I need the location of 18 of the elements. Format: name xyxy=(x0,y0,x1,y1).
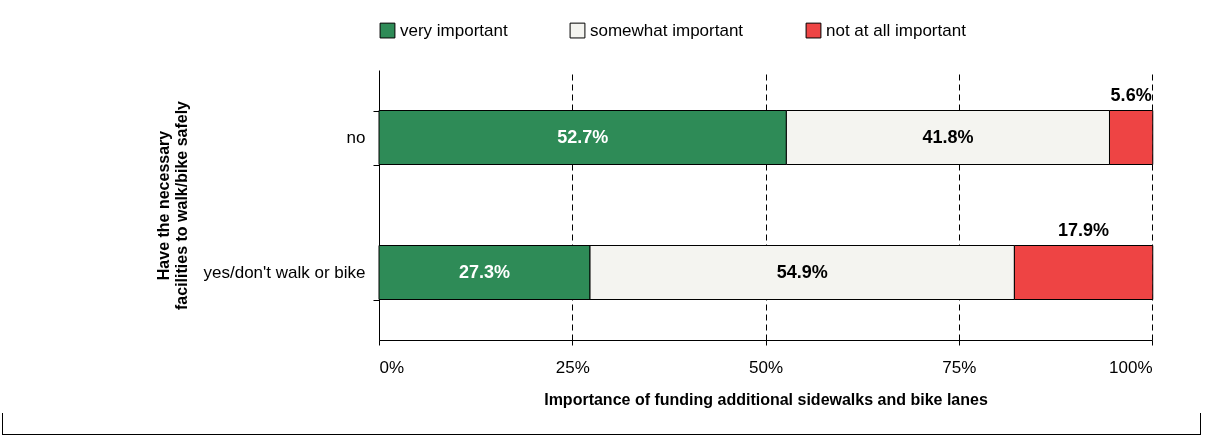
data-label: 54.9% xyxy=(776,261,828,282)
x-tick-label: 25% xyxy=(555,357,590,377)
x-axis-title: Importance of funding additional sidewalks and bike lanes xyxy=(544,390,988,408)
data-label: 41.8% xyxy=(922,126,974,147)
x-tick-label: 50% xyxy=(748,357,784,377)
data-label: 52.7% xyxy=(557,126,609,147)
x-tick-label: 0% xyxy=(379,357,405,377)
legend-label: very important xyxy=(400,20,508,40)
x-tick-label: 75% xyxy=(942,357,977,377)
y-axis-title: Have the necessary facilities to walk/bike safely xyxy=(154,100,190,310)
y-tick-label: no xyxy=(346,128,366,147)
data-label: 17.9% xyxy=(1058,219,1110,240)
legend-label: not at all important xyxy=(826,20,967,40)
data-label: 27.3% xyxy=(458,261,511,282)
data-label: 5.6% xyxy=(1110,84,1152,105)
y-tick-label: yes/don't walk or bike xyxy=(203,263,366,282)
x-tick-label: 100% xyxy=(1109,357,1153,377)
legend-label: somewhat important xyxy=(590,20,744,40)
